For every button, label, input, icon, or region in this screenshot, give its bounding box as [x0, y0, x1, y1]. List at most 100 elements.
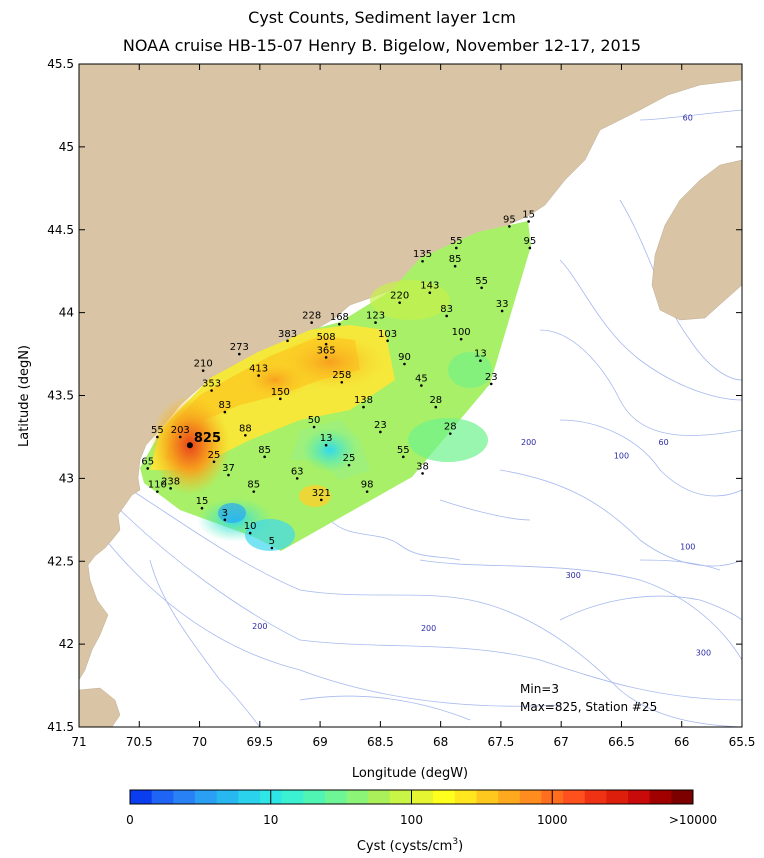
station-value: 45	[415, 374, 428, 385]
station-value: 110	[148, 480, 167, 491]
station-marker	[500, 309, 504, 313]
station-marker	[324, 342, 328, 346]
station-value: 383	[278, 329, 297, 340]
station-marker	[263, 455, 266, 459]
station-value: 50	[308, 415, 321, 426]
station-value: 220	[390, 291, 409, 302]
station-value: 321	[312, 488, 331, 499]
station-value: 88	[239, 423, 252, 434]
max-annotation: Max=825, Station #25	[520, 700, 657, 714]
y-tick-label: 45.5	[47, 57, 74, 71]
station-value: 37	[222, 463, 235, 474]
contour-label: 100	[680, 543, 695, 552]
y-tick-label: 43	[59, 471, 74, 485]
colorbar-swatch	[649, 790, 672, 804]
x-tick-label: 68	[433, 735, 448, 749]
colorbar-tick-label: 100	[400, 813, 423, 827]
colorbar-swatch	[628, 790, 651, 804]
station-marker	[200, 506, 204, 510]
colorbar-swatch	[368, 790, 391, 804]
station-marker	[169, 487, 172, 490]
station-marker	[312, 425, 316, 429]
station-marker	[252, 490, 256, 493]
station-value: 55	[397, 445, 410, 456]
colorbar-swatch	[563, 790, 586, 804]
station-marker	[448, 432, 452, 435]
y-tick-label: 41.5	[47, 720, 74, 734]
station-marker	[421, 259, 424, 263]
station-value: 55	[151, 425, 164, 436]
colorbar-tick-label: 1000	[537, 813, 568, 827]
station-marker	[324, 356, 328, 359]
y-tick-label: 44.5	[47, 223, 74, 237]
station-marker	[445, 314, 448, 318]
station-marker	[365, 490, 369, 493]
contour-label: 60	[683, 113, 693, 122]
colorbar-swatch	[454, 790, 477, 804]
min-annotation: Min=3	[520, 682, 559, 696]
colorbar-swatch	[346, 790, 369, 804]
colorbar-tick-label: 0	[126, 813, 134, 827]
station-marker	[338, 322, 341, 326]
station-marker	[420, 384, 423, 387]
station-marker	[270, 546, 274, 550]
station-marker	[210, 389, 213, 392]
contour-label: 200	[252, 622, 267, 631]
colorbar-swatch	[324, 790, 347, 804]
station-value: 33	[496, 299, 509, 310]
x-axis: 71 70.5 70 69.5 69 68.5 68 67.5 67 66.5 66 65.5	[71, 64, 755, 749]
y-tick-label: 45	[59, 140, 74, 154]
colorbar-swatch	[151, 790, 174, 804]
colorbar-title-text: Cyst (cysts/cm	[357, 839, 453, 854]
station-value: 150	[271, 387, 290, 398]
station-value: 365	[317, 345, 336, 356]
x-axis-title: Longitude (degW)	[352, 766, 468, 781]
station-value: 413	[249, 364, 268, 375]
station-value: 203	[171, 425, 190, 436]
station-marker	[279, 397, 282, 401]
x-tick-label: 67.5	[488, 735, 515, 749]
station-value: 23	[374, 420, 387, 431]
y-tick-label: 44	[59, 306, 74, 320]
colorbar: 0 10 100 1000 >10000	[126, 789, 717, 827]
station-marker	[401, 455, 405, 459]
colorbar-swatch	[411, 790, 434, 804]
station-value: 238	[161, 476, 180, 487]
x-tick-label: 69.5	[246, 735, 273, 749]
station-value: 353	[202, 379, 221, 390]
interpolation-field	[140, 221, 531, 551]
x-tick-label: 71	[71, 735, 86, 749]
contour-label: 200	[421, 624, 436, 633]
colorbar-title-sup: 3	[452, 837, 458, 847]
station-marker	[479, 359, 482, 362]
station-marker	[347, 463, 351, 467]
station-value: 90	[398, 352, 411, 363]
colorbar-swatch	[238, 790, 261, 804]
station-marker	[248, 531, 252, 535]
colorbar-title-end: )	[458, 839, 463, 854]
station-marker	[223, 518, 227, 522]
colorbar-swatch	[216, 790, 239, 804]
station-value: 95	[503, 214, 516, 225]
station-marker	[201, 369, 205, 372]
station-marker	[398, 301, 401, 304]
station-value: 5	[269, 536, 275, 547]
contour-label: 60	[659, 438, 669, 447]
contour-label: 100	[614, 451, 629, 460]
station-marker	[286, 339, 289, 343]
contour-labels: 60 200 60 100 100 300 200 200 300	[252, 113, 711, 657]
station-marker	[257, 374, 260, 377]
station-marker	[528, 246, 532, 250]
station-marker	[508, 225, 511, 228]
y-axis-title: Latitude (degN)	[17, 345, 32, 447]
station-value: 273	[230, 342, 249, 353]
colorbar-swatch	[281, 790, 304, 804]
max-station-label: 825	[194, 431, 221, 446]
station-marker	[421, 472, 424, 475]
station-value: 15	[196, 496, 209, 507]
station-value: 63	[291, 466, 304, 477]
y-tick-label: 43.5	[47, 389, 74, 403]
station-marker	[455, 246, 458, 250]
station-value: 10	[244, 521, 257, 532]
